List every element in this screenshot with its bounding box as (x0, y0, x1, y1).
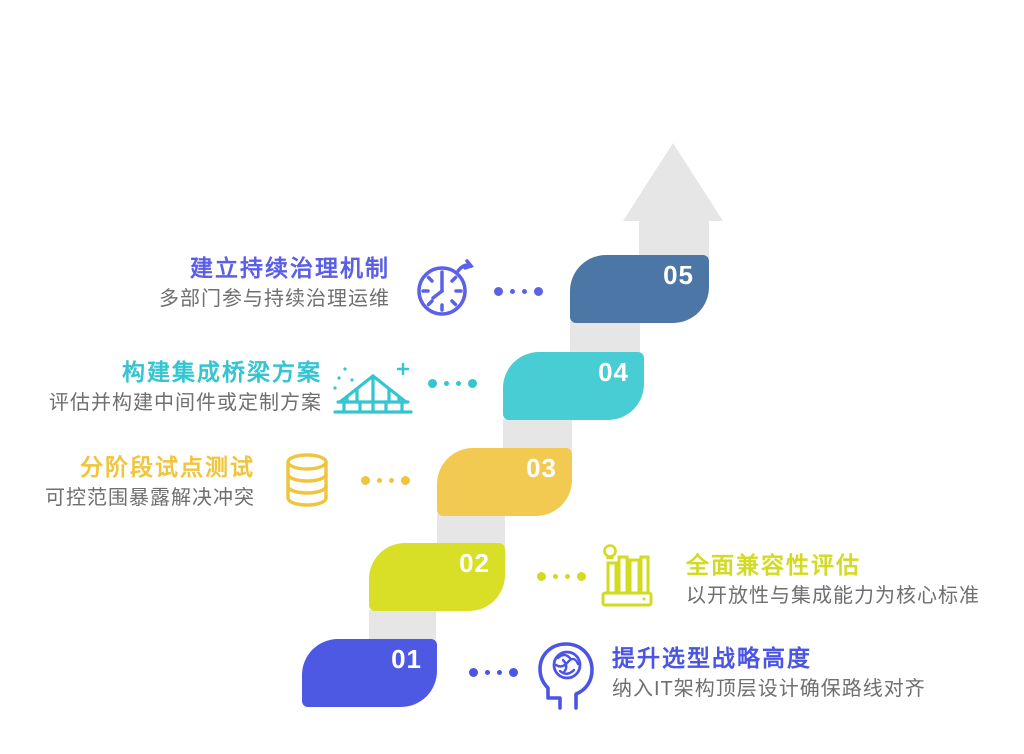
step-title-04: 构建集成桥梁方案 (122, 359, 322, 385)
step-block-05: 05 (570, 255, 709, 323)
clock-icon (414, 256, 474, 318)
coins-stack-icon (281, 450, 333, 510)
step-subtitle-03: 可控范围暴露解决冲突 (45, 487, 255, 509)
step-connector-4-5 (570, 322, 640, 356)
step-connector-2-3 (437, 514, 505, 546)
step-label-05: 建立持续治理机制 多部门参与持续治理运维 (40, 254, 390, 312)
step-subtitle-02: 以开放性与集成能力为核心标准 (686, 585, 980, 607)
books-icon (597, 542, 657, 608)
head-brain-icon (535, 639, 601, 711)
dotted-link-02 (537, 572, 586, 581)
step-block-04: 04 (503, 352, 644, 420)
step-connector-1-2 (369, 610, 436, 642)
dotted-link-01 (469, 668, 518, 677)
step-label-03: 分阶段试点测试 可控范围暴露解决冲突 (0, 453, 255, 511)
step-title-01: 提升选型战略高度 (612, 645, 812, 671)
step-number-03: 03 (526, 453, 557, 483)
step-title-02: 全面兼容性评估 (686, 552, 861, 578)
step-subtitle-05: 多部门参与持续治理运维 (159, 288, 390, 310)
step-block-01: 01 (302, 639, 437, 707)
dotted-link-03 (361, 476, 410, 485)
step-connector-3-4 (503, 419, 572, 451)
step-title-05: 建立持续治理机制 (190, 255, 390, 281)
step-number-01: 01 (391, 644, 422, 674)
dotted-link-04 (428, 379, 477, 388)
step-label-01: 提升选型战略高度 纳入IT架构顶层设计确保路线对齐 (612, 644, 957, 702)
step-label-04: 构建集成桥梁方案 评估并构建中间件或定制方案 (10, 358, 322, 416)
dotted-link-05 (494, 287, 543, 296)
step-title-03: 分阶段试点测试 (80, 454, 255, 480)
bridge-icon (330, 360, 416, 420)
step-number-02: 02 (459, 548, 490, 578)
step-block-03: 03 (437, 448, 572, 516)
up-arrow-icon (623, 143, 723, 221)
step-subtitle-04: 评估并构建中间件或定制方案 (49, 392, 322, 414)
step-subtitle-01: 纳入IT架构顶层设计确保路线对齐 (612, 678, 926, 700)
step-number-05: 05 (663, 260, 694, 290)
step-label-02: 全面兼容性评估 以开放性与集成能力为核心标准 (686, 551, 1006, 609)
step-block-02: 02 (369, 543, 505, 611)
step-number-04: 04 (598, 357, 629, 387)
